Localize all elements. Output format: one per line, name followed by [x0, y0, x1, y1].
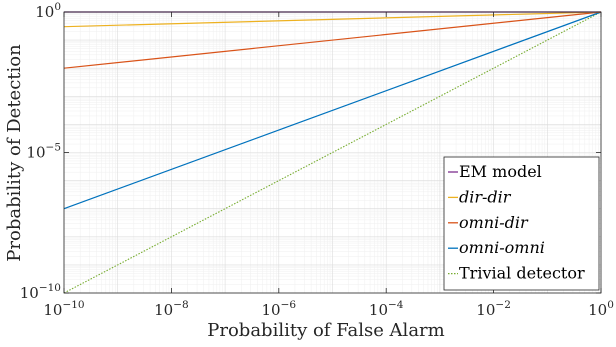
- series-line-trivial-detector: [63, 11, 602, 294]
- y-tick-label: 10−10: [20, 282, 61, 302]
- y-tick-labels: 100 10−5 10−10: [20, 1, 61, 302]
- legend-label: Trivial detector: [459, 264, 585, 283]
- legend-label: omni-dir: [459, 213, 529, 232]
- x-tick-label: 100: [588, 299, 614, 319]
- axis-ticks: [63, 11, 602, 294]
- y-axis-label: Probability of Detection: [4, 44, 25, 262]
- x-tick-label: 10−10: [43, 299, 84, 319]
- legend-box: [443, 156, 600, 291]
- legend-label: omni-omni: [459, 238, 545, 257]
- x-tick-label: 10−2: [476, 299, 511, 319]
- series-line-dir-dir: [63, 11, 602, 28]
- legend-label: dir-dir: [459, 187, 512, 206]
- y-tick-label: 10−5: [26, 142, 61, 162]
- y-tick-label: 100: [35, 1, 61, 21]
- x-tick-label: 10−8: [154, 299, 189, 319]
- x-tick-label: 10−6: [262, 299, 297, 319]
- legend: EM model dir-dir omni-dir omni-omni Trivial …: [443, 156, 600, 291]
- x-tick-labels: 10−10 10−8 10−6 10−4 10−2 100: [43, 299, 614, 319]
- series-line-omni-omni: [63, 11, 602, 210]
- x-axis-label: Probability of False Alarm: [207, 320, 444, 341]
- legend-label: EM model: [459, 162, 542, 181]
- x-tick-label: 10−4: [369, 299, 404, 319]
- series-line-omni-dir: [63, 11, 602, 69]
